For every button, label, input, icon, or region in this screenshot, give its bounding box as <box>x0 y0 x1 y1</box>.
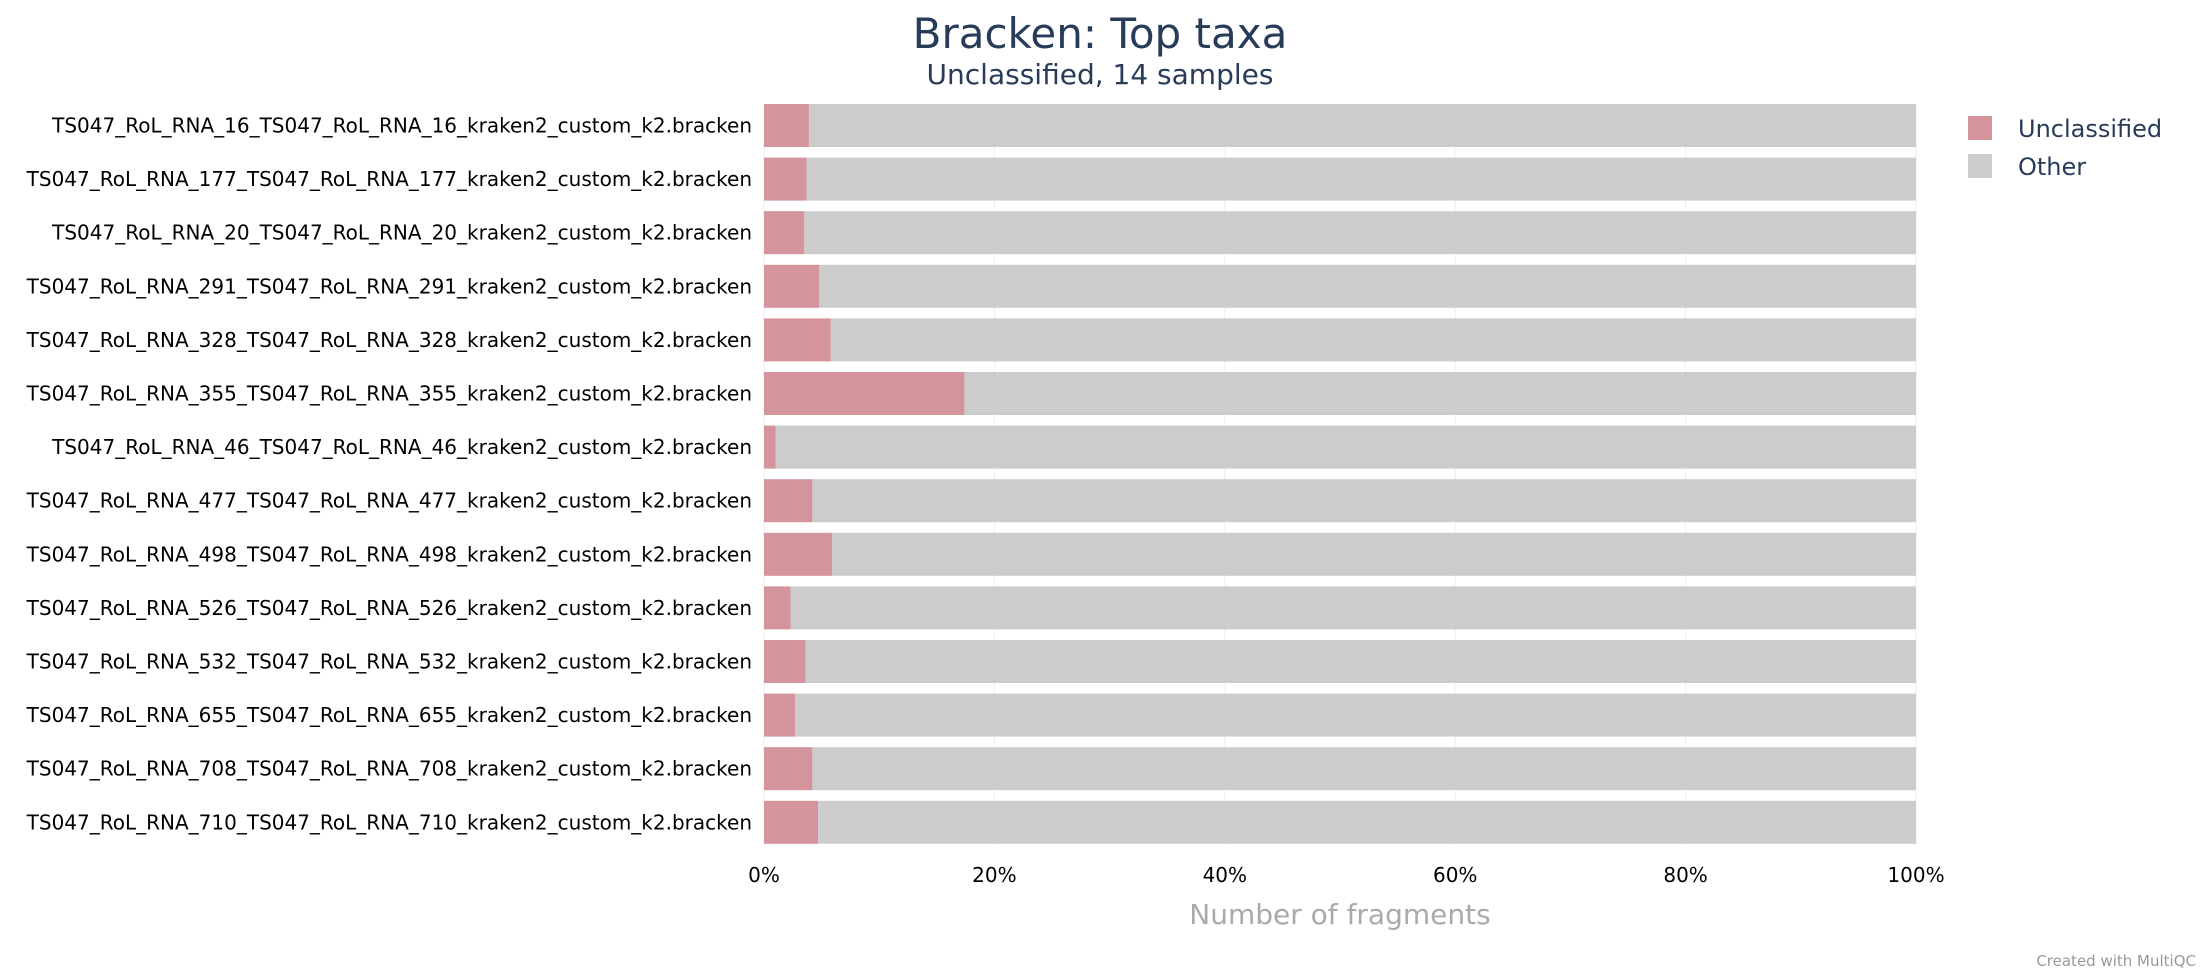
legend: Unclassified Other <box>1968 115 2162 181</box>
chart-subtitle: Unclassified, 14 samples <box>927 58 1274 91</box>
chart-title: Bracken: Top taxa <box>913 9 1288 58</box>
bar-other-0[interactable] <box>808 104 1916 147</box>
y-category-label: TS047_RoL_RNA_20_TS047_RoL_RNA_20_kraken… <box>51 221 752 245</box>
bar-unclassified-10[interactable] <box>764 640 806 683</box>
y-category-label: TS047_RoL_RNA_498_TS047_RoL_RNA_498_krak… <box>26 542 752 566</box>
bar-other-4[interactable] <box>830 318 1917 362</box>
x-tick-label: 60% <box>1433 863 1477 887</box>
bars <box>764 104 1917 844</box>
bar-other-11[interactable] <box>795 693 1916 737</box>
bar-unclassified-1[interactable] <box>764 157 807 201</box>
x-tick-label: 40% <box>1203 863 1247 887</box>
bar-unclassified-7[interactable] <box>764 479 813 523</box>
x-tick-label: 0% <box>748 863 780 887</box>
bar-other-6[interactable] <box>775 425 1916 469</box>
y-category-label: TS047_RoL_RNA_477_TS047_RoL_RNA_477_krak… <box>26 489 752 513</box>
y-category-label: TS047_RoL_RNA_328_TS047_RoL_RNA_328_krak… <box>26 328 752 352</box>
bar-other-5[interactable] <box>964 372 1916 415</box>
footer-credit: Created with MultiQC <box>2036 952 2196 970</box>
y-category-label: TS047_RoL_RNA_655_TS047_RoL_RNA_655_krak… <box>26 703 752 727</box>
legend-swatch-unclassified[interactable] <box>1968 116 1992 140</box>
bar-other-12[interactable] <box>812 747 1916 791</box>
bar-other-9[interactable] <box>790 586 1916 630</box>
x-axis-ticks: 0% 20% 40% 60% 80% 100% <box>748 863 1944 887</box>
bar-other-3[interactable] <box>819 264 1916 308</box>
y-category-label: TS047_RoL_RNA_355_TS047_RoL_RNA_355_krak… <box>26 382 752 406</box>
bar-unclassified-11[interactable] <box>764 693 796 737</box>
bar-other-1[interactable] <box>806 157 1916 201</box>
y-axis-labels: TS047_RoL_RNA_16_TS047_RoL_RNA_16_kraken… <box>26 114 752 835</box>
bar-other-2[interactable] <box>804 211 1916 255</box>
bar-other-7[interactable] <box>812 479 1916 523</box>
y-category-label: TS047_RoL_RNA_177_TS047_RoL_RNA_177_krak… <box>26 167 752 191</box>
y-category-label: TS047_RoL_RNA_526_TS047_RoL_RNA_526_krak… <box>26 596 752 620</box>
legend-swatch-other[interactable] <box>1968 154 1992 178</box>
bar-other-10[interactable] <box>805 640 1917 683</box>
y-category-label: TS047_RoL_RNA_532_TS047_RoL_RNA_532_krak… <box>26 650 752 674</box>
legend-label-unclassified[interactable]: Unclassified <box>2018 115 2162 143</box>
x-axis-title: Number of fragments <box>1189 898 1490 931</box>
bar-unclassified-9[interactable] <box>764 586 791 630</box>
x-tick-label: 80% <box>1663 863 1707 887</box>
bar-unclassified-12[interactable] <box>764 747 813 791</box>
y-category-label: TS047_RoL_RNA_710_TS047_RoL_RNA_710_krak… <box>26 810 752 834</box>
bar-other-13[interactable] <box>818 800 1916 844</box>
y-category-label: TS047_RoL_RNA_46_TS047_RoL_RNA_46_kraken… <box>51 435 752 459</box>
x-tick-label: 20% <box>972 863 1016 887</box>
y-category-label: TS047_RoL_RNA_291_TS047_RoL_RNA_291_krak… <box>26 274 752 298</box>
bar-unclassified-3[interactable] <box>764 264 820 308</box>
bar-unclassified-6[interactable] <box>764 425 776 469</box>
y-category-label: TS047_RoL_RNA_16_TS047_RoL_RNA_16_kraken… <box>51 114 752 138</box>
legend-label-other[interactable]: Other <box>2018 153 2086 181</box>
bar-other-8[interactable] <box>831 532 1916 576</box>
bar-unclassified-2[interactable] <box>764 211 805 255</box>
bar-unclassified-0[interactable] <box>764 104 809 147</box>
y-category-label: TS047_RoL_RNA_708_TS047_RoL_RNA_708_krak… <box>26 757 752 781</box>
bar-unclassified-5[interactable] <box>764 372 965 415</box>
x-tick-label: 100% <box>1887 863 1944 887</box>
bar-unclassified-8[interactable] <box>764 532 832 576</box>
bar-unclassified-4[interactable] <box>764 318 831 362</box>
bar-unclassified-13[interactable] <box>764 800 819 844</box>
